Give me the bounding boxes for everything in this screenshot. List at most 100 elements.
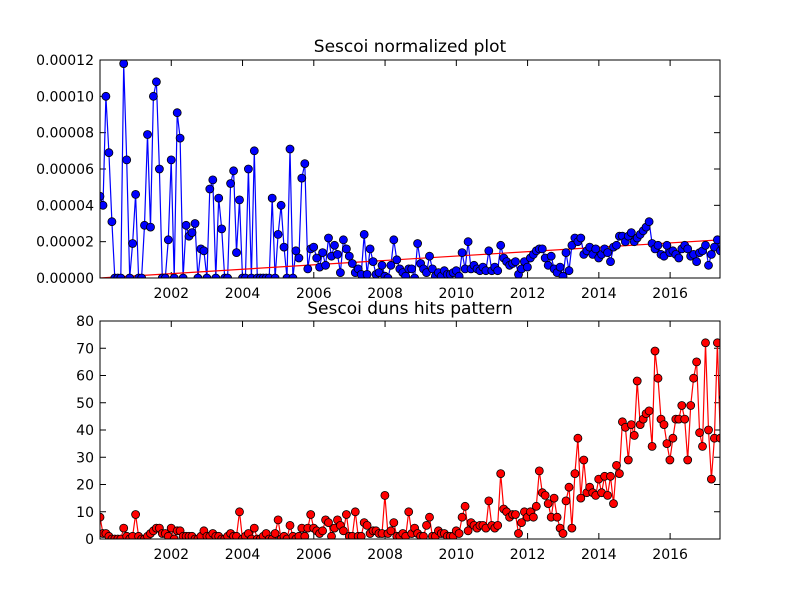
duns-hits-data-point [493,521,503,530]
normalized-data-point [125,273,135,278]
normalized-data-point [674,253,684,263]
normalized-data-point [725,230,733,238]
duns-hits-data-point [579,455,589,465]
normalized-data-point [546,251,556,261]
normalized-data-point [626,228,636,238]
duns-hits-data-point [270,529,280,538]
normalized-data-point [555,262,565,272]
duns-hits-data-point [665,455,675,465]
duns-hits-data-point [386,526,396,536]
normalized-data-point [359,229,369,239]
normalized-data-point [496,240,506,250]
normalized-data-point [463,237,473,247]
normalized-data-point [561,248,571,258]
normalized-data-point [199,246,209,256]
normalized-data-point [285,144,295,154]
normalized-data-point [104,148,114,158]
duns-hits-data-point [517,518,526,527]
normalized-data-point [211,273,221,278]
duns-hits-data-point [463,526,473,536]
normalized-data-point [243,164,253,174]
duns-hits-data-point [689,373,698,383]
duns-hits-data-point [570,469,580,479]
normalized-data-point [151,77,161,87]
normalized-data-point [662,240,672,250]
normalized-x-tick-label: 2014 [581,286,617,302]
duns-hits-data-point [698,441,707,451]
normalized-data-point [154,164,164,174]
normalized-plot-title: Sescoi normalized plot [314,37,507,57]
normalized-data-point [288,273,298,278]
duns-hits-data-point [561,496,571,506]
duns-hits-data-point [662,439,672,449]
duns-hits-data-point [677,401,687,410]
duns-hits-data-point [653,373,663,383]
normalized-data-point [300,159,310,169]
normalized-data-point [704,260,713,270]
normalized-data-point [107,217,117,227]
duns-hits-plot-axes-ticks: 0 10 20 30 40 50 60 70 80 2002 2004 2006 2008 2010 201… [76,314,720,563]
normalized-data-point [232,248,241,258]
normalized-data-point [226,179,236,188]
normalized-plot-frame [99,59,721,279]
normalized-data-point [386,260,396,270]
duns-hits-y-tick-label: 60 [76,369,94,385]
duns-hits-plot-data [100,338,720,539]
duns-hits-data-point [380,490,390,500]
normalized-data-point [119,60,129,68]
normalized-y-tick-label: 0.00002 [36,235,94,251]
normalized-data-point [128,239,138,248]
duns-hits-data-point [606,471,615,481]
duns-hits-data-point [531,501,541,511]
duns-hits-data-point [235,507,244,517]
duns-hits-data-point [404,507,414,517]
duns-hits-data-point [692,357,701,367]
normalized-data-point [612,240,621,250]
normalized-data-point [362,270,372,278]
normalized-data-point [425,251,434,261]
normalized-data-point [537,244,547,254]
normalized-data-point [333,249,342,259]
duns-hits-data-point [338,526,348,536]
normalized-data-point [683,244,693,254]
normalized-data-point [131,189,141,199]
duns-hits-data-point [306,510,316,519]
normalized-data-point [722,245,730,253]
normalized-data-point [731,254,739,262]
duns-hits-data-point [460,501,470,511]
duns-hits-data-point [626,420,636,430]
duns-hits-data-point [715,433,720,443]
duns-hits-x-tick-label: 2014 [581,547,617,563]
normalized-data-point [229,166,239,176]
normalized-data-point [321,260,331,270]
normalized-data-point [169,273,179,278]
duns-hits-data-point [350,507,360,517]
duns-hits-y-tick-label: 80 [76,314,94,330]
normalized-data-point [100,200,108,210]
duns-hits-data-point [422,521,431,530]
normalized-data-point [291,246,301,256]
duns-hits-plot-title: Sescoi duns hits pattern [307,299,512,319]
duns-hits-x-tick-label: 2016 [652,547,688,563]
duns-hits-data-point [419,531,428,539]
normalized-data-point [143,130,152,139]
normalized-data-point [276,200,286,210]
normalized-x-tick-label: 2004 [225,286,261,302]
duns-hits-data-point [659,420,669,430]
normalized-data-point [172,108,182,118]
normalized-x-tick-label: 2016 [652,286,688,302]
normalized-plot: Sescoi normalized plot 0.000000.000020.0… [36,37,739,302]
normalized-data-point [101,91,111,101]
duns-hits-data-point [704,425,713,435]
duns-hits-data-point [644,406,654,416]
duns-hits-series-line [100,342,720,539]
duns-hits-data-point [327,531,336,539]
normalized-data-point [653,240,663,250]
duns-hits-x-tick-label: 2006 [296,547,332,563]
duns-hits-data-point [484,496,494,506]
normalized-data-point [576,233,586,243]
duns-hits-data-point [540,490,550,500]
normalized-data-point [235,195,244,205]
duns-hits-data-point [454,529,464,538]
normalized-data-point [330,240,339,250]
